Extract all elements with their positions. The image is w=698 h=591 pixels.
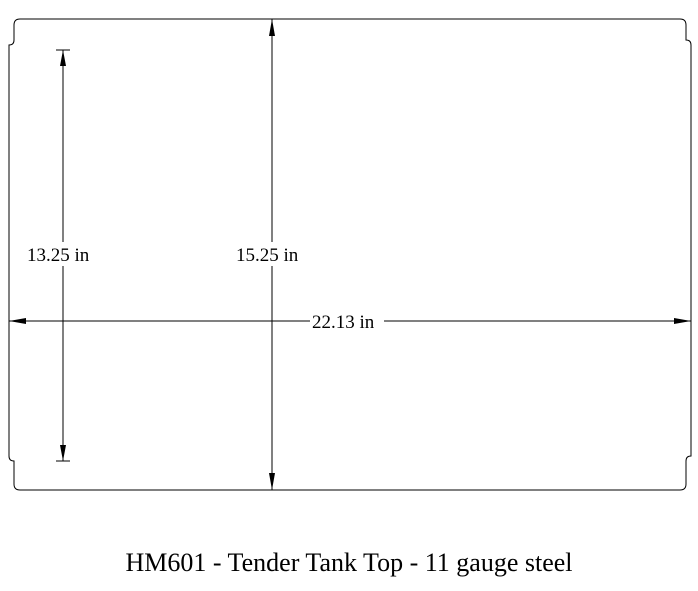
inner-height-arrow-top — [60, 50, 66, 66]
total-height-arrow-top — [269, 19, 275, 36]
width-label: 22.13 in — [312, 312, 375, 333]
width-arrow-right — [674, 318, 691, 324]
total-height-dimension: 15.25 in — [236, 19, 299, 490]
drawing-caption: HM601 - Tender Tank Top - 11 gauge steel — [125, 548, 573, 577]
width-arrow-left — [9, 318, 26, 324]
width-dimension: 22.13 in — [9, 312, 691, 333]
inner-height-dimension: 13.25 in — [27, 49, 90, 462]
inner-height-arrow-bottom — [60, 445, 66, 461]
plate-outline — [8, 18, 692, 491]
total-height-arrow-bottom — [269, 473, 275, 490]
inner-height-label: 13.25 in — [27, 245, 90, 266]
total-height-label: 15.25 in — [236, 245, 299, 266]
